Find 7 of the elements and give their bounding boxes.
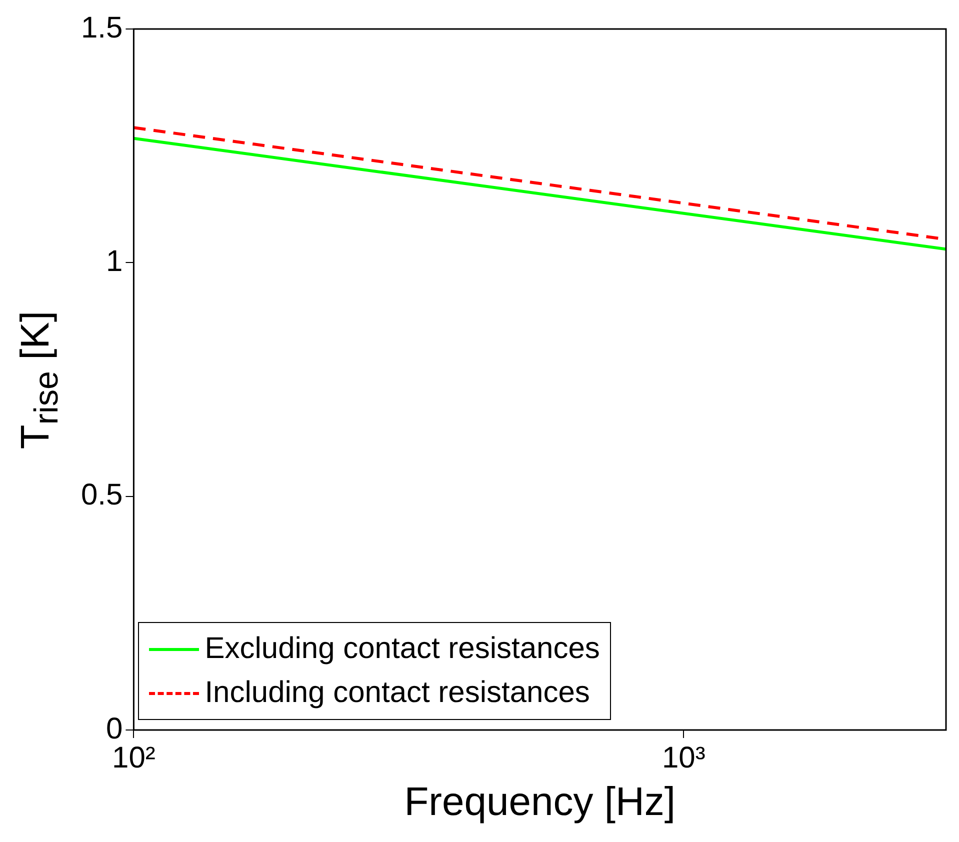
- y-tick-label: 0.5: [80, 478, 123, 512]
- legend-label: Excluding contact resistances: [204, 632, 600, 666]
- legend-label: Including contact resistances: [204, 676, 590, 710]
- x-axis-title: Frequency [Hz]: [404, 780, 676, 824]
- y-tick-label: 1: [106, 244, 123, 278]
- y-tick-label: 1.5: [80, 11, 123, 44]
- x-tick-label: 10³: [662, 741, 706, 774]
